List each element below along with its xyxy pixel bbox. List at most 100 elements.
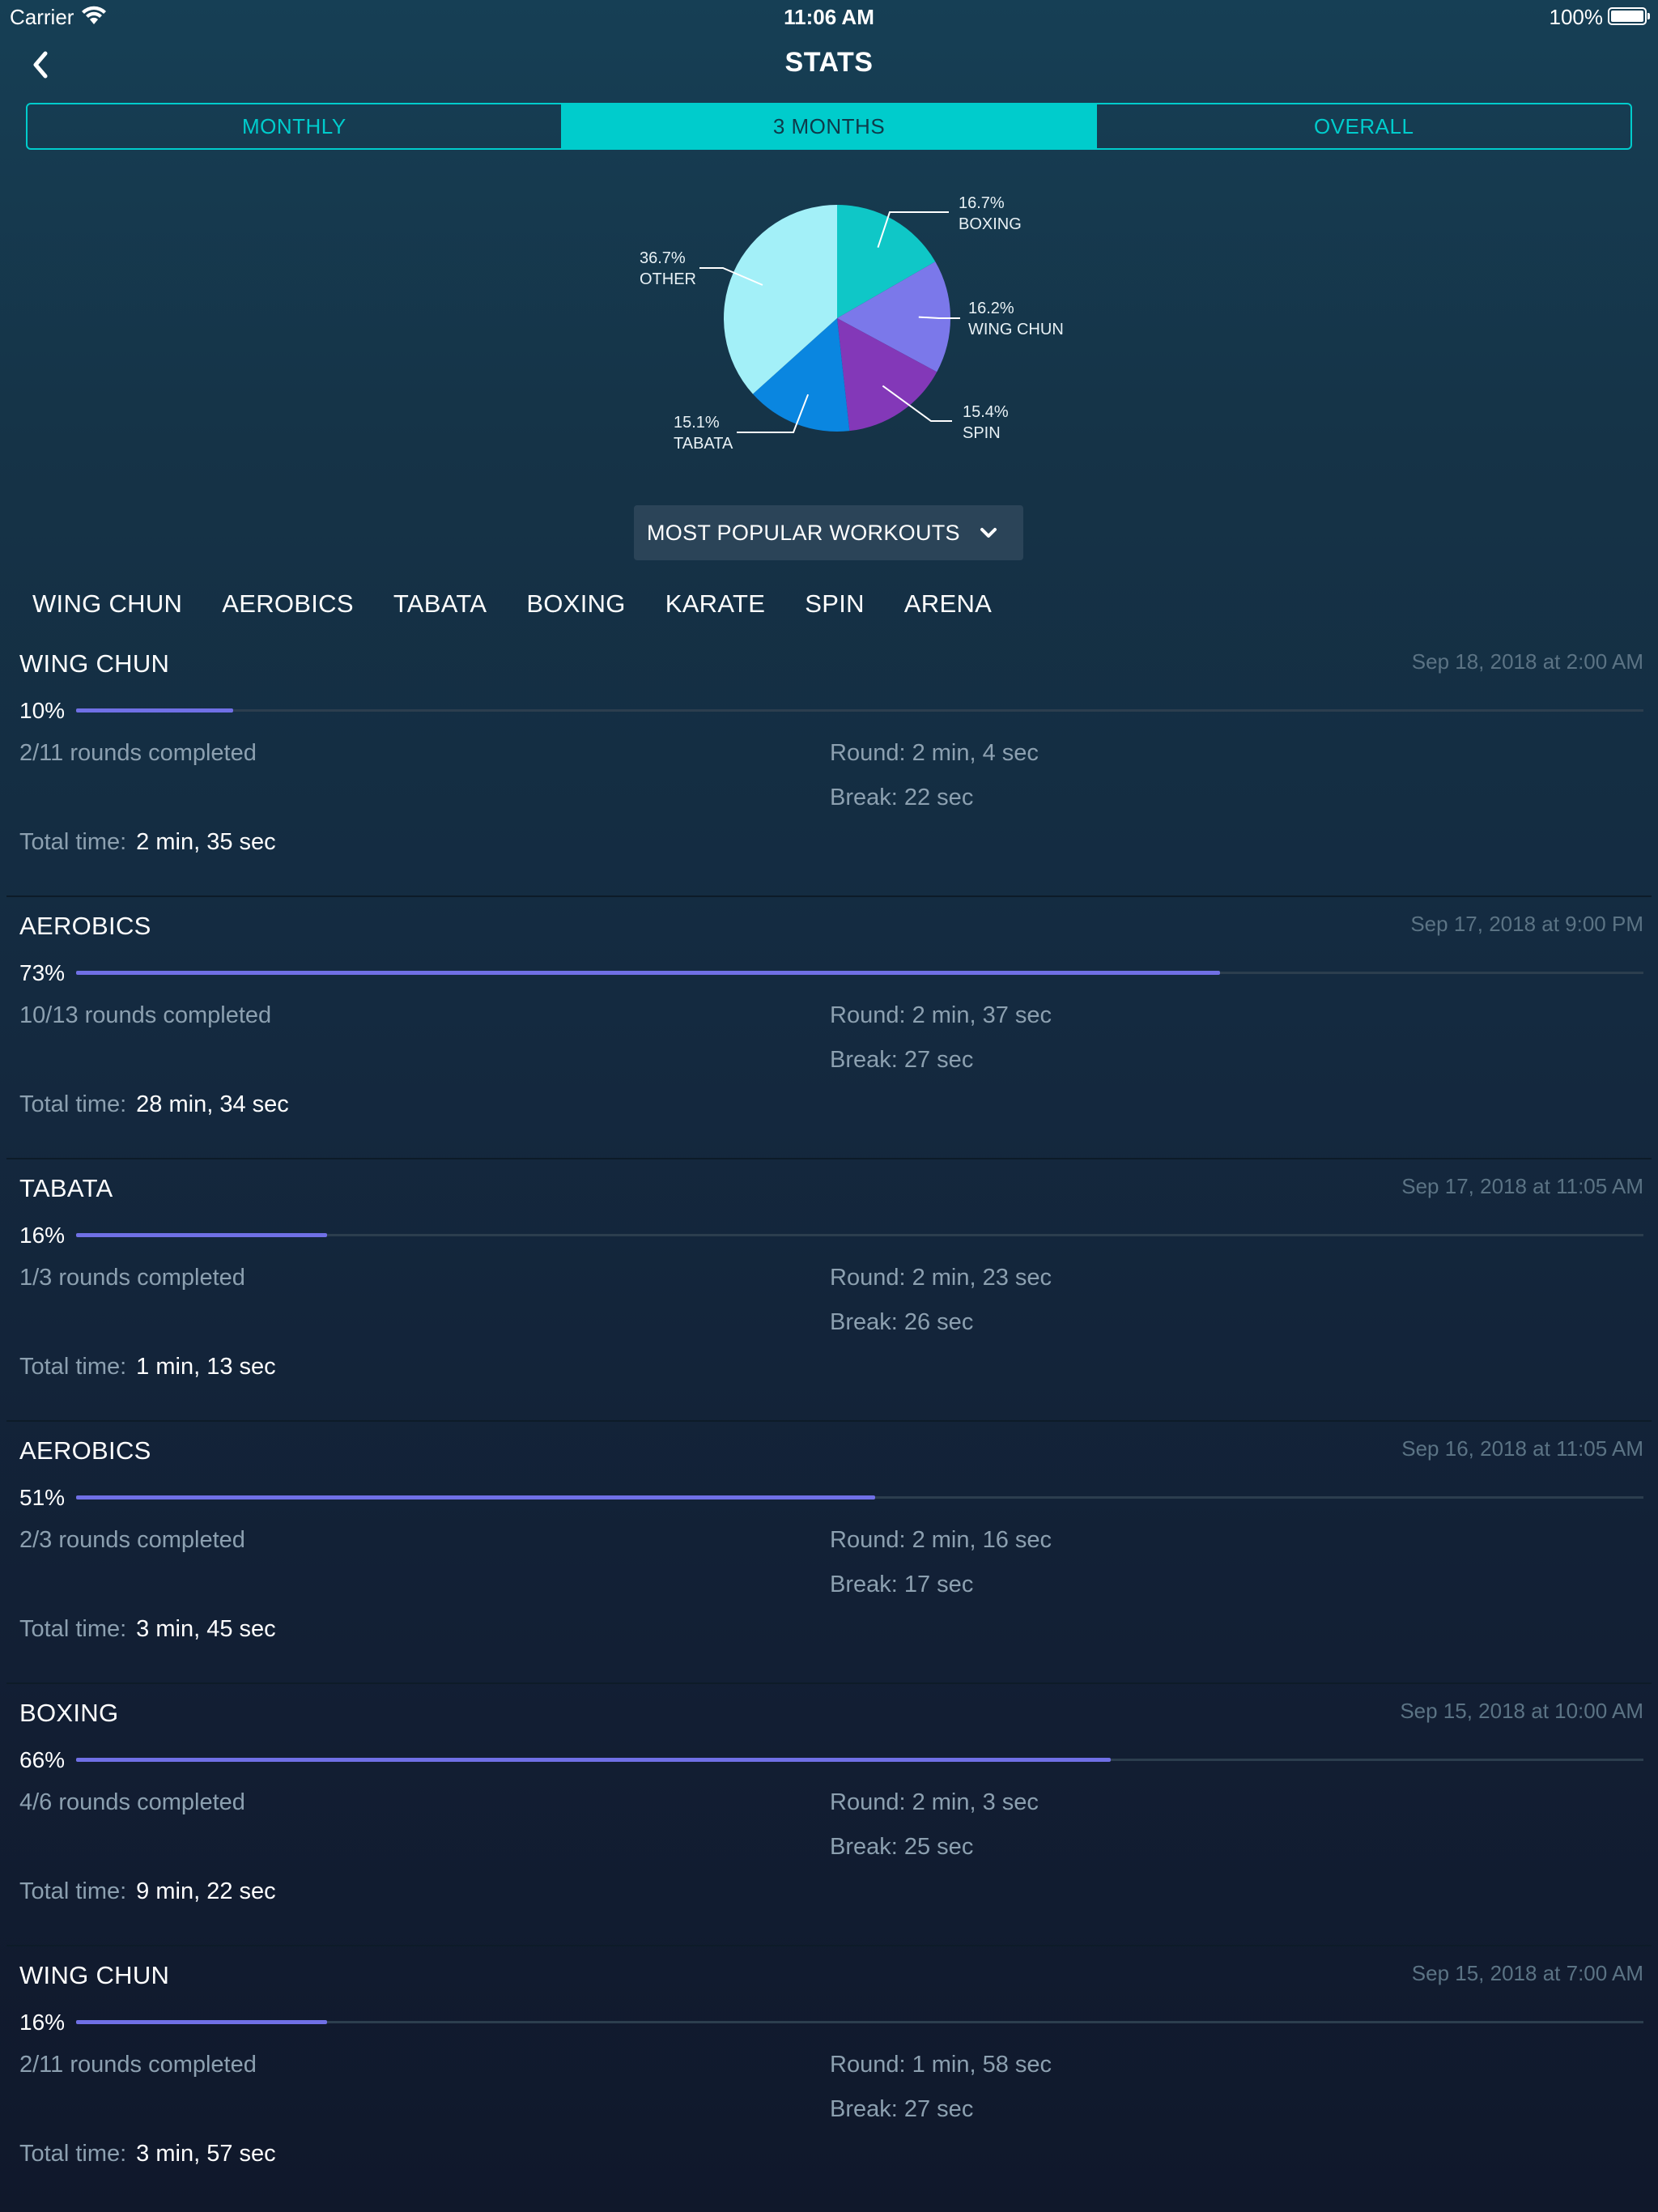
break-duration: Break: 22 sec bbox=[830, 785, 974, 810]
pie-category-label: SPIN bbox=[963, 424, 1001, 442]
workout-entry[interactable]: WING CHUN Sep 15, 2018 at 7:00 AM 16% 2/… bbox=[6, 1946, 1652, 2209]
back-chevron-icon[interactable] bbox=[26, 47, 58, 83]
workout-entry[interactable]: AEROBICS Sep 17, 2018 at 9:00 PM 73% 10/… bbox=[6, 897, 1652, 1159]
pie-percent-label: 16.7% bbox=[959, 194, 1005, 212]
total-time-label: Total time: bbox=[19, 1091, 127, 1117]
rounds-completed: 2/11 rounds completed bbox=[19, 740, 257, 766]
total-time: Total time: 3 min, 57 sec bbox=[19, 2141, 276, 2167]
entry-percent: 16% bbox=[19, 1223, 66, 1248]
segment-overall[interactable]: OVERALL bbox=[1095, 104, 1630, 148]
period-segmented-control: MONTHLY 3 MONTHS OVERALL bbox=[26, 103, 1632, 150]
segment-monthly[interactable]: MONTHLY bbox=[241, 113, 346, 138]
progress-bar bbox=[76, 708, 1643, 713]
total-time-value: 3 min, 57 sec bbox=[136, 2141, 276, 2167]
total-time: Total time: 9 min, 22 sec bbox=[19, 1878, 276, 1905]
progress-fill bbox=[76, 1233, 327, 1237]
pie-category-label: OTHER bbox=[640, 270, 696, 288]
pie-category-label: WING CHUN bbox=[968, 321, 1064, 338]
workout-entry[interactable]: BOXING Sep 15, 2018 at 10:00 AM 66% 4/6 … bbox=[6, 1684, 1652, 1946]
pie-percent-label: 16.2% bbox=[968, 300, 1014, 317]
entry-percent: 10% bbox=[19, 698, 66, 723]
total-time-value: 3 min, 45 sec bbox=[136, 1616, 276, 1642]
workout-entry[interactable]: TABATA Sep 17, 2018 at 11:05 AM 16% 1/3 … bbox=[6, 1159, 1652, 1422]
pie-percent-label: 15.1% bbox=[674, 414, 720, 432]
pie-slice-other bbox=[724, 205, 837, 394]
chevron-down-icon bbox=[980, 528, 997, 538]
rounds-completed: 2/3 rounds completed bbox=[19, 1527, 245, 1553]
tab-wing-chun[interactable]: WING CHUN bbox=[32, 589, 183, 618]
workout-entry[interactable]: WING CHUN Sep 18, 2018 at 2:00 AM 10% 2/… bbox=[6, 635, 1652, 897]
progress-fill bbox=[76, 2020, 327, 2024]
rounds-completed: 2/11 rounds completed bbox=[19, 2052, 257, 2078]
segment-3-months[interactable]: 3 MONTHS bbox=[560, 104, 1096, 148]
dropdown-label: MOST POPULAR WORKOUTS bbox=[647, 520, 960, 545]
pie-slice-wing-chun bbox=[837, 262, 951, 372]
workout-entry[interactable]: AEROBICS Sep 16, 2018 at 11:05 AM 51% 2/… bbox=[6, 1422, 1652, 1684]
progress-bar bbox=[76, 971, 1643, 975]
entry-percent: 51% bbox=[19, 1485, 66, 1510]
round-duration: Round: 2 min, 4 sec bbox=[830, 740, 1039, 766]
entry-date: Sep 17, 2018 at 11:05 AM bbox=[1401, 1174, 1643, 1198]
battery-percent: 100% bbox=[1549, 5, 1604, 29]
progress-bar bbox=[76, 1233, 1643, 1237]
pie-percent-label: 36.7% bbox=[640, 249, 686, 267]
pie-slice-spin bbox=[837, 318, 937, 432]
total-time-label: Total time: bbox=[19, 1616, 127, 1642]
total-time-label: Total time: bbox=[19, 1878, 127, 1904]
wifi-icon bbox=[82, 6, 106, 24]
entry-date: Sep 15, 2018 at 7:00 AM bbox=[1411, 1961, 1643, 1985]
total-time-value: 9 min, 22 sec bbox=[136, 1878, 276, 1904]
tab-boxing[interactable]: BOXING bbox=[526, 589, 626, 618]
progress-fill bbox=[76, 971, 1221, 975]
battery-icon bbox=[1608, 7, 1650, 25]
entry-name: WING CHUN bbox=[19, 649, 170, 678]
total-time: Total time: 28 min, 34 sec bbox=[19, 1091, 289, 1118]
workout-pie-chart: 16.7% BOXING 16.2% WING CHUN 15.4% SPIN 15.1% T… bbox=[0, 162, 1658, 502]
entry-name: AEROBICS bbox=[19, 1436, 151, 1465]
pie-leader-line bbox=[882, 385, 952, 422]
entry-date: Sep 15, 2018 at 10:00 AM bbox=[1400, 1699, 1643, 1723]
entry-date: Sep 17, 2018 at 9:00 PM bbox=[1410, 912, 1643, 936]
pie-slice-boxing bbox=[837, 205, 936, 318]
tab-tabata[interactable]: TABATA bbox=[393, 589, 487, 618]
entry-date: Sep 16, 2018 at 11:05 AM bbox=[1401, 1436, 1643, 1461]
round-duration: Round: 1 min, 58 sec bbox=[830, 2052, 1052, 2078]
entry-date: Sep 18, 2018 at 2:00 AM bbox=[1411, 649, 1643, 674]
progress-fill bbox=[76, 708, 233, 713]
progress-fill bbox=[76, 1758, 1111, 1762]
total-time: Total time: 1 min, 13 sec bbox=[19, 1354, 276, 1380]
rounds-completed: 10/13 rounds completed bbox=[19, 1002, 272, 1028]
break-duration: Break: 27 sec bbox=[830, 1047, 974, 1073]
total-time: Total time: 2 min, 35 sec bbox=[19, 829, 276, 856]
workout-filter-tabs: WING CHUN AEROBICS TABATA BOXING KARATE … bbox=[32, 589, 992, 625]
pie-percent-label: 15.4% bbox=[963, 403, 1009, 421]
pie-category-label: TABATA bbox=[674, 435, 733, 453]
entry-name: BOXING bbox=[19, 1699, 119, 1727]
page-title: STATS bbox=[784, 47, 874, 78]
tab-karate[interactable]: KARATE bbox=[665, 589, 766, 618]
entry-percent: 66% bbox=[19, 1747, 66, 1772]
workout-history-list: WING CHUN Sep 18, 2018 at 2:00 AM 10% 2/… bbox=[0, 635, 1658, 2209]
rounds-completed: 1/3 rounds completed bbox=[19, 1265, 245, 1291]
progress-fill bbox=[76, 1495, 876, 1499]
tab-aerobics[interactable]: AEROBICS bbox=[222, 589, 354, 618]
carrier-label: Carrier bbox=[10, 5, 74, 29]
break-duration: Break: 26 sec bbox=[830, 1309, 974, 1335]
progress-bar bbox=[76, 2020, 1643, 2024]
most-popular-workouts-dropdown[interactable]: MOST POPULAR WORKOUTS bbox=[634, 505, 1023, 560]
tab-arena[interactable]: ARENA bbox=[903, 589, 993, 618]
total-time: Total time: 3 min, 45 sec bbox=[19, 1616, 276, 1643]
pie-leader-line bbox=[918, 316, 960, 319]
entry-name: TABATA bbox=[19, 1174, 113, 1202]
pie-category-label: BOXING bbox=[959, 215, 1022, 233]
pie-leader-line bbox=[737, 393, 810, 433]
tab-spin[interactable]: SPIN bbox=[805, 589, 865, 618]
total-time-label: Total time: bbox=[19, 2141, 127, 2167]
entry-percent: 73% bbox=[19, 960, 66, 985]
status-time: 11:06 AM bbox=[784, 5, 874, 29]
entry-name: AEROBICS bbox=[19, 912, 151, 940]
break-duration: Break: 25 sec bbox=[830, 1834, 974, 1860]
round-duration: Round: 2 min, 16 sec bbox=[830, 1527, 1052, 1553]
progress-bar bbox=[76, 1495, 1643, 1499]
pie-chart-svg: 16.7% BOXING 16.2% WING CHUN 15.4% SPIN 15.1% T… bbox=[640, 194, 1064, 453]
